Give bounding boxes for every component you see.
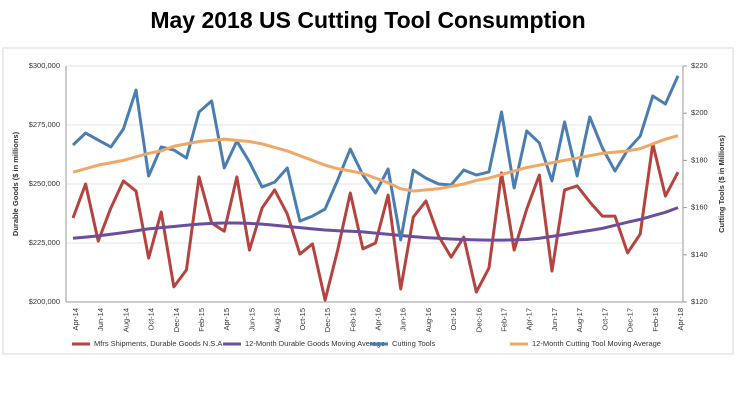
legend-label: 12-Month Cutting Tool Moving Average <box>532 339 661 348</box>
chart-frame <box>2 47 734 355</box>
legend-label: Mfrs Shipments, Durable Goods N.S.A <box>94 339 222 348</box>
y2-tick-label: $140 <box>691 250 708 259</box>
x-tick-label: Aug-16 <box>424 308 433 332</box>
x-tick-label: Apr-15 <box>222 308 231 331</box>
y2-tick-label: $180 <box>691 155 708 164</box>
x-tick-label: Feb-15 <box>197 308 206 332</box>
x-tick-label: Apr-18 <box>676 308 685 331</box>
y-tick-label: $275,000 <box>29 120 60 129</box>
y-tick-label: $225,000 <box>29 238 60 247</box>
y-tick-label: $300,000 <box>29 61 60 70</box>
x-tick-label: Jun-17 <box>550 308 559 331</box>
x-tick-label: Aug-15 <box>273 308 282 332</box>
series-line <box>71 142 680 302</box>
x-tick-label: Oct-16 <box>449 308 458 331</box>
x-tick-label: Apr-14 <box>71 308 80 331</box>
y-axis-title: Durable Goods ($ in millions) <box>11 131 20 236</box>
x-tick-label: Dec-17 <box>626 308 635 332</box>
y2-tick-label: $120 <box>691 297 708 306</box>
y2-axis-title: Cutting Tools ($ in Millions) <box>717 135 726 233</box>
x-tick-label: Oct-14 <box>147 308 156 331</box>
x-tick-label: Dec-15 <box>323 308 332 332</box>
x-tick-label: Apr-16 <box>373 308 382 331</box>
y2-tick-label: $160 <box>691 203 708 212</box>
x-tick-label: Apr-17 <box>525 308 534 331</box>
x-tick-label: Feb-16 <box>348 308 357 332</box>
legend-label: Cutting Tools <box>392 339 435 348</box>
x-tick-label: Oct-15 <box>298 308 307 331</box>
x-tick-label: Feb-18 <box>651 308 660 332</box>
x-tick-label: Jun-15 <box>247 308 256 331</box>
series-line <box>71 75 680 242</box>
x-tick-label: Dec-14 <box>172 308 181 332</box>
x-tick-label: Feb-17 <box>500 308 509 332</box>
series-line <box>72 134 679 193</box>
y-tick-label: $250,000 <box>29 179 60 188</box>
y-tick-label: $200,000 <box>29 297 60 306</box>
y2-tick-label: $200 <box>691 108 708 117</box>
x-tick-label: Oct-17 <box>600 308 609 331</box>
x-tick-label: Jun-16 <box>399 308 408 331</box>
x-tick-label: Aug-17 <box>575 308 584 332</box>
x-tick-label: Aug-14 <box>121 308 130 332</box>
legend-label: 12-Month Durable Goods Moving Average <box>245 339 385 348</box>
chart-title: May 2018 US Cutting Tool Consumption <box>150 7 585 33</box>
y2-tick-label: $220 <box>691 61 708 70</box>
series-line <box>72 206 679 242</box>
x-tick-label: Dec-16 <box>474 308 483 332</box>
x-tick-label: Jun-14 <box>96 308 105 331</box>
